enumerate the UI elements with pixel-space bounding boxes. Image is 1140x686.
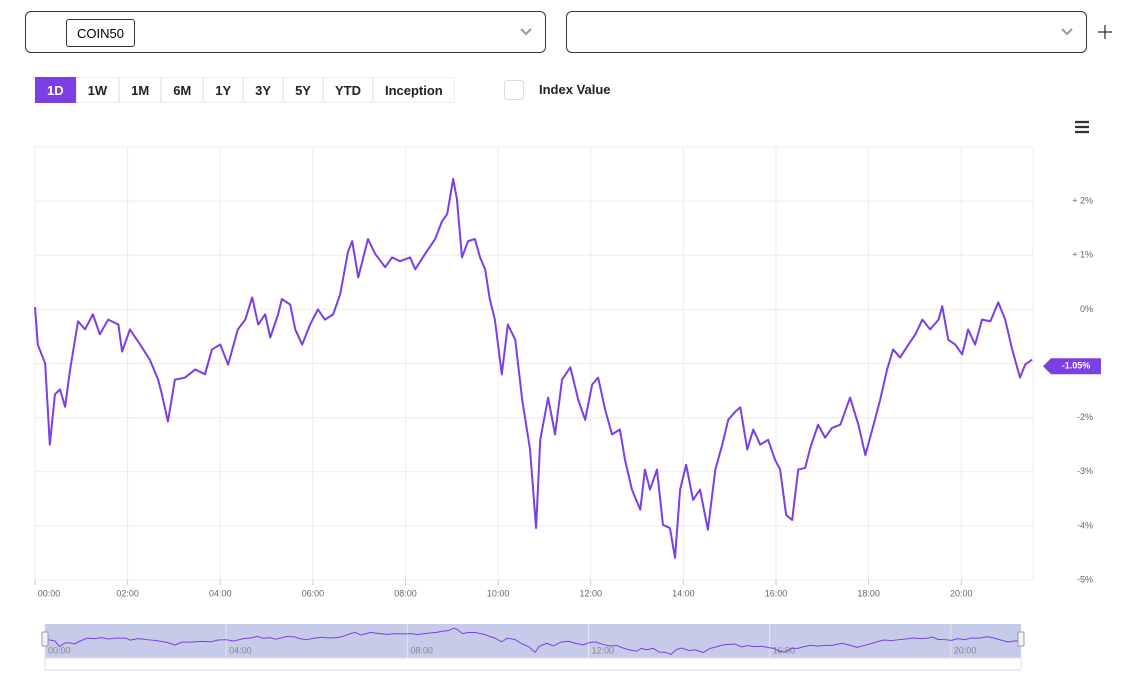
chevron xyxy=(1061,28,1073,36)
navigator-label: 04:00 xyxy=(229,645,252,655)
navigator-label: 08:00 xyxy=(410,645,433,655)
checkbox[interactable] xyxy=(504,80,524,100)
range-button[interactable]: 6M xyxy=(161,77,204,103)
navigator-label: 16:00 xyxy=(773,645,796,655)
compare-select[interactable] xyxy=(566,11,1087,53)
y-tick-label: + 2% xyxy=(1072,196,1093,206)
y-tick-label: -2% xyxy=(1077,412,1093,422)
navigator xyxy=(45,624,1021,658)
x-tick-label: 20:00 xyxy=(950,588,973,598)
series-line xyxy=(34,177,1033,559)
x-tick-label: 08:00 xyxy=(394,588,417,598)
navigator-handle xyxy=(1017,631,1025,647)
menu-icon[interactable] xyxy=(1073,120,1091,134)
range-buttons: 1D 1W 1M 6M 1Y 3Y 5Y YTD Inception xyxy=(35,77,455,103)
x-tick-label: 14:00 xyxy=(672,588,695,598)
x-tick-label: 12:00 xyxy=(579,588,602,598)
x-tick-label: 18:00 xyxy=(857,588,880,598)
y-tick-label: + 1% xyxy=(1072,250,1093,260)
index-select[interactable]: COIN50 xyxy=(25,11,546,53)
navigator-label: 20:00 xyxy=(954,645,977,655)
add-icon[interactable] xyxy=(1097,24,1113,40)
chevron xyxy=(520,28,532,36)
range-button[interactable]: 1Y xyxy=(203,77,244,103)
navigator-label: 00:00 xyxy=(48,645,71,655)
y-tick-label: -5% xyxy=(1077,574,1093,584)
scrollbar xyxy=(44,657,1022,671)
x-tick-label: 00:00 xyxy=(38,588,61,598)
selected-chip[interactable]: COIN50 xyxy=(66,19,135,47)
last-value-label: -1.05% xyxy=(1062,361,1091,371)
y-tick-label: -4% xyxy=(1077,520,1093,530)
navigator-line xyxy=(44,627,1021,655)
range-button[interactable]: Inception xyxy=(372,77,455,103)
range-button[interactable]: 5Y xyxy=(283,77,323,103)
x-tick-label: 10:00 xyxy=(487,588,510,598)
range-button[interactable]: 1D xyxy=(35,77,76,103)
x-tick-label: 16:00 xyxy=(765,588,788,598)
y-tick-label: -3% xyxy=(1077,466,1093,476)
y-tick-label: 0% xyxy=(1080,304,1093,314)
checkbox-label: Index Value xyxy=(539,82,611,97)
navigator-label: 12:00 xyxy=(591,645,614,655)
navigator-handle xyxy=(41,631,49,647)
range-button[interactable]: 1M xyxy=(119,77,162,103)
x-tick-label: 06:00 xyxy=(302,588,325,598)
range-button[interactable]: YTD xyxy=(322,77,373,103)
range-button[interactable]: 3Y xyxy=(243,77,284,103)
x-tick-label: 04:00 xyxy=(209,588,232,598)
last-value-tag xyxy=(1043,358,1101,375)
x-tick-label: 02:00 xyxy=(116,588,139,598)
range-button[interactable]: 1W xyxy=(75,77,120,103)
